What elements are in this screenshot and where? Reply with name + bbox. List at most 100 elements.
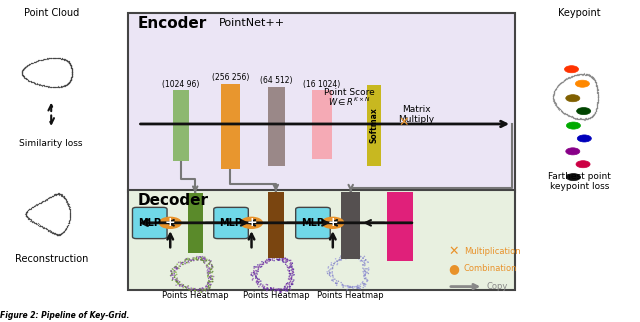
Point — [66, 64, 76, 69]
Point — [198, 288, 208, 293]
Point — [275, 258, 285, 263]
Point — [58, 230, 68, 235]
Point — [31, 202, 42, 207]
Point — [59, 56, 69, 62]
Point — [60, 56, 70, 62]
Point — [21, 210, 31, 215]
Point — [580, 72, 590, 77]
Point — [555, 107, 565, 112]
Point — [176, 261, 186, 267]
Point — [344, 285, 355, 290]
Point — [548, 98, 559, 103]
Point — [40, 197, 50, 203]
Point — [67, 66, 77, 71]
Point — [551, 102, 561, 108]
Point — [29, 80, 39, 86]
Point — [64, 80, 74, 85]
Point — [259, 285, 269, 290]
Point — [557, 79, 567, 84]
Point — [565, 75, 575, 80]
Point — [571, 72, 581, 77]
Point — [176, 282, 186, 288]
Point — [583, 116, 593, 121]
Point — [326, 270, 336, 275]
Point — [169, 265, 179, 270]
Point — [57, 194, 67, 199]
Point — [42, 226, 52, 231]
Point — [180, 259, 190, 264]
Point — [287, 274, 297, 279]
Point — [65, 62, 76, 67]
Point — [20, 64, 31, 69]
Point — [593, 100, 603, 106]
Point — [276, 286, 286, 291]
Point — [552, 84, 562, 90]
Point — [289, 267, 299, 272]
Point — [52, 232, 62, 237]
Point — [56, 192, 66, 197]
Point — [22, 208, 33, 213]
Point — [184, 257, 195, 262]
Point — [548, 93, 558, 99]
Point — [592, 87, 602, 92]
Point — [64, 204, 74, 209]
Point — [591, 83, 602, 89]
Point — [285, 265, 296, 270]
Point — [62, 224, 72, 229]
Point — [287, 261, 297, 266]
Text: Point Score: Point Score — [324, 88, 375, 97]
Point — [18, 72, 28, 78]
Point — [44, 228, 54, 233]
Point — [353, 284, 363, 289]
Point — [256, 281, 266, 287]
Point — [202, 268, 212, 273]
Point — [196, 257, 207, 262]
Point — [43, 196, 53, 201]
Point — [253, 282, 263, 287]
Point — [47, 84, 58, 89]
Point — [59, 228, 69, 233]
Point — [577, 71, 588, 77]
Point — [194, 287, 204, 292]
Point — [588, 112, 598, 118]
Point — [42, 56, 52, 61]
Point — [67, 70, 77, 75]
Point — [67, 74, 77, 80]
Point — [584, 72, 595, 77]
Point — [173, 278, 183, 283]
Point — [180, 285, 191, 290]
Point — [201, 258, 211, 263]
Point — [168, 267, 179, 272]
Point — [52, 232, 63, 237]
Point — [170, 264, 180, 269]
Point — [197, 287, 207, 292]
Point — [204, 258, 214, 263]
Point — [57, 231, 67, 236]
Point — [582, 72, 593, 77]
Point — [584, 72, 594, 77]
Point — [175, 282, 186, 287]
Point — [588, 112, 598, 118]
Point — [67, 75, 77, 80]
Point — [554, 82, 564, 88]
Point — [65, 217, 75, 222]
Point — [205, 266, 215, 271]
Point — [279, 256, 289, 261]
Point — [350, 255, 360, 260]
Point — [174, 266, 184, 271]
Point — [49, 193, 59, 198]
Point — [347, 252, 357, 257]
Point — [44, 229, 54, 234]
Point — [354, 253, 364, 259]
Point — [17, 69, 28, 74]
Point — [189, 258, 199, 263]
Point — [61, 197, 71, 202]
Point — [65, 212, 75, 217]
Point — [593, 90, 603, 96]
Point — [591, 104, 602, 109]
Point — [63, 202, 73, 207]
Point — [22, 215, 32, 220]
Point — [51, 84, 61, 90]
Point — [591, 105, 602, 110]
Point — [587, 74, 597, 80]
